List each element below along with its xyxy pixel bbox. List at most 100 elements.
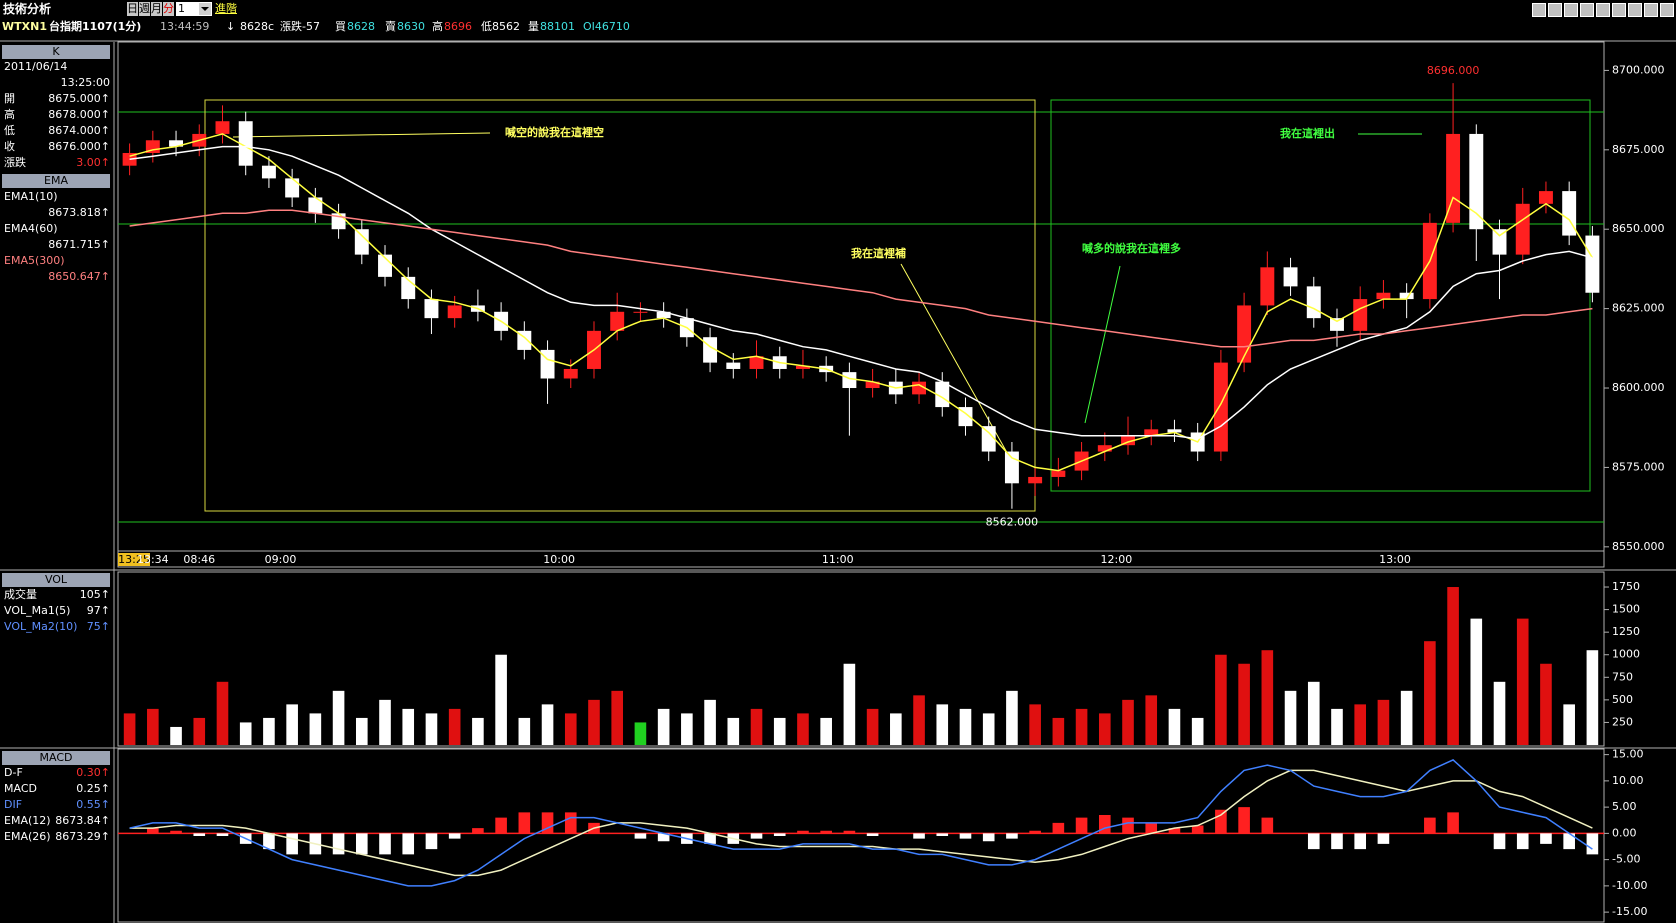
y-tick-label: 15.00 [1612, 748, 1644, 761]
macd-histogram-bar [1122, 817, 1134, 834]
row-label: EMA(26) [4, 830, 51, 843]
volume-bar [634, 722, 647, 745]
y-tick-label: 10.00 [1612, 774, 1644, 787]
candle-body [842, 372, 857, 389]
candle-body [610, 311, 625, 331]
macd-histogram-bar [355, 833, 368, 855]
macd-histogram-bar [147, 828, 159, 834]
candle-body [447, 305, 462, 319]
period-button[interactable]: 週 [139, 2, 150, 16]
vol-frame [117, 571, 1605, 747]
low: 低8562 [481, 20, 520, 33]
volume-bar [355, 717, 368, 745]
volume-bar [123, 713, 136, 745]
window-control[interactable] [1644, 3, 1658, 17]
macd-histogram-bar [379, 833, 391, 855]
volume-bar [1238, 663, 1250, 745]
y-tick-label: 750 [1612, 670, 1633, 683]
symbol: WTXN1 [2, 20, 47, 33]
bid: 8628 [347, 20, 375, 33]
section-header: MACD [2, 751, 110, 765]
volume-bar [1029, 704, 1041, 745]
period-button[interactable]: 分 [163, 2, 174, 16]
macd-histogram-bar [425, 833, 438, 850]
candle-body [1051, 470, 1066, 477]
bid-label: 買 [335, 20, 346, 33]
macd-histogram-bar [936, 833, 949, 836]
row-value: 0.25↑ [76, 782, 110, 795]
macd-histogram-bar [866, 833, 879, 836]
macd-histogram-bar [448, 833, 461, 839]
window-control[interactable] [1612, 3, 1626, 17]
macd-histogram-bar [495, 817, 507, 834]
candle-body [1538, 191, 1553, 204]
macd-histogram-bar [541, 812, 554, 834]
row-value: 8675.000↑ [48, 92, 110, 105]
y-tick-label: 8675.000 [1612, 143, 1665, 156]
window-control[interactable] [1532, 3, 1546, 17]
window-control[interactable] [1660, 3, 1674, 17]
volume-bar [216, 681, 229, 745]
macd-histogram-bar [1145, 822, 1158, 834]
volume-bar [239, 722, 252, 745]
macd-histogram-bar [704, 833, 716, 844]
candle-body [1213, 362, 1228, 452]
row-value: 8676.000↑ [48, 140, 110, 153]
ema-line [129, 145, 1593, 440]
row-label: 高 [4, 108, 15, 121]
y-tick-label: 250 [1612, 715, 1633, 728]
candle-body [238, 121, 253, 166]
candle-body [1492, 229, 1507, 255]
macd-histogram-bar [1331, 833, 1343, 850]
period-button[interactable]: 月 [151, 2, 162, 16]
macd-histogram-bar [750, 833, 763, 839]
high: 8696 [444, 20, 472, 33]
y-tick-label: 8625.000 [1612, 302, 1665, 315]
candle-body [1515, 203, 1530, 255]
macd-histogram-bar [1307, 833, 1320, 850]
annotation: 喊多的說我在這裡多 [1082, 241, 1181, 255]
window-control[interactable] [1548, 3, 1562, 17]
y-tick-label: 1500 [1612, 603, 1640, 616]
row-label: EMA5(300) [4, 254, 65, 267]
macd-histogram-bar [1354, 833, 1367, 850]
row-value: 8674.000↑ [48, 124, 110, 137]
window-control[interactable] [1596, 3, 1610, 17]
cursor-time-box [118, 553, 150, 566]
macd-histogram-bar [1075, 817, 1088, 834]
row-label: EMA1(10) [4, 190, 58, 203]
macd-histogram-bar [1377, 833, 1390, 844]
macd-histogram-bar [472, 828, 484, 834]
row-label: 漲跌 [4, 156, 26, 169]
ema-line [129, 209, 1593, 348]
row-value: 8671.715↑ [48, 238, 110, 251]
candle-body [1353, 299, 1368, 331]
window-control[interactable] [1564, 3, 1578, 17]
candle-body [1330, 318, 1344, 331]
cursor-time: 13:25 [118, 553, 150, 566]
volume-bar [425, 713, 438, 745]
period-button[interactable]: 日 [127, 2, 138, 16]
ask: 8630 [397, 20, 425, 33]
direction: ↓ [226, 20, 236, 33]
window-control[interactable] [1628, 3, 1642, 17]
section-header: VOL [2, 573, 110, 587]
window-control[interactable] [1580, 3, 1594, 17]
y-tick-label: 8600.000 [1612, 381, 1665, 394]
x-tick-label: 10:00 [543, 553, 575, 566]
volume-bar [495, 654, 507, 745]
macd-histogram-bar [820, 830, 832, 834]
leader-line [232, 132, 491, 138]
macd-histogram-bar [1540, 833, 1552, 844]
macd-histogram-bar [1563, 833, 1575, 850]
y-tick-label: 8700.000 [1612, 63, 1665, 76]
x-tick-label: 09:00 [265, 553, 297, 566]
macd-histogram-bar [1493, 833, 1506, 850]
advanced-link[interactable]: 進階 [215, 2, 237, 15]
select-arrow[interactable] [199, 3, 211, 15]
volume-bar [1400, 690, 1413, 745]
macd-histogram-bar [193, 833, 206, 836]
candle-body [865, 381, 880, 389]
macd-histogram-bar [216, 833, 229, 836]
macd-histogram-bar [1447, 812, 1459, 834]
